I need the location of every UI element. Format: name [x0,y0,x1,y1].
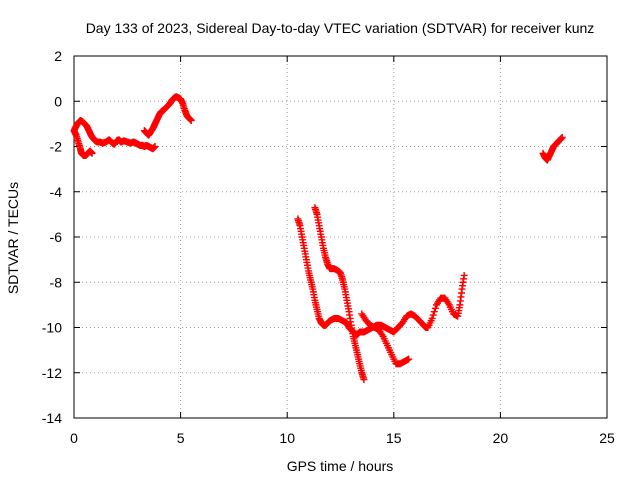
data-point [460,271,468,279]
grid-lines [74,56,607,418]
data-point [430,308,438,316]
y-tick-label: -12 [42,365,62,381]
x-tick-label: 10 [279,430,295,446]
x-tick-label: 25 [599,430,615,446]
y-tick-label: 0 [54,93,62,109]
y-tick-label: -2 [50,139,63,155]
plot-frame [73,55,608,419]
data-point [187,116,195,124]
y-axis-label: SDTVAR / TECUs [5,182,21,294]
y-tick-label: -4 [50,184,63,200]
data-point [429,311,437,319]
data-point [431,304,439,312]
data-point [360,376,368,384]
y-tick-label: -10 [42,320,62,336]
y-tick-labels: -14 -12 -10 -8 -6 -4 -2 0 2 [42,48,62,426]
x-tick-label: 20 [493,430,509,446]
data-point [405,355,413,363]
x-tick-label: 15 [386,430,402,446]
x-axis-label: GPS time / hours [287,458,394,474]
axis-ticks [73,55,608,419]
y-tick-label: 2 [54,48,62,64]
y-tick-label: -8 [50,274,63,290]
x-tick-labels: 0 5 10 15 20 25 [70,430,615,446]
x-tick-label: 0 [70,430,78,446]
data-points [70,93,566,384]
y-tick-label: -14 [42,410,62,426]
x-tick-label: 5 [177,430,185,446]
data-point [151,143,159,150]
data-point [558,133,566,141]
data-point [428,314,436,322]
y-tick-label: -6 [50,229,63,245]
data-point [88,149,96,157]
chart-title: Day 133 of 2023, Sidereal Day-to-day VTE… [86,20,595,36]
